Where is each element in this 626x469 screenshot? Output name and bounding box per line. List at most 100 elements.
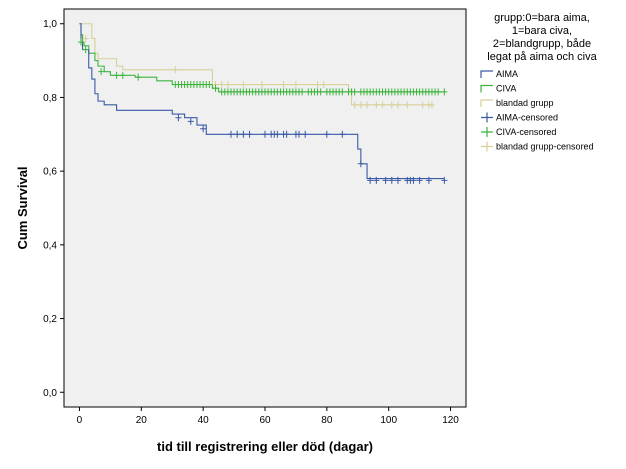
legend-item: CIVA bbox=[480, 84, 516, 94]
censored-marker-blandad-grupp bbox=[280, 81, 287, 89]
x-tick-label: 20 bbox=[136, 415, 148, 426]
legend-swatch-plus bbox=[481, 141, 493, 152]
legend-item: CIVA-censored bbox=[481, 127, 556, 137]
censored-marker-aima bbox=[200, 125, 207, 133]
y-tick-label: 0,8 bbox=[43, 93, 57, 104]
y-tick-label: 0,0 bbox=[43, 388, 57, 399]
series-line-blandad-grupp bbox=[79, 23, 432, 106]
legend-title-line-2: 1=bara civa, bbox=[512, 25, 572, 37]
legend-title-line-4: legat på aima och civa bbox=[487, 51, 597, 63]
censored-marker-aima bbox=[274, 130, 281, 138]
censored-marker-aima bbox=[373, 176, 380, 184]
legend-swatch-line bbox=[480, 99, 493, 107]
censored-marker-aima bbox=[262, 130, 268, 138]
censored-marker-aima bbox=[187, 117, 194, 125]
censored-marker-aima bbox=[175, 114, 182, 122]
x-tick-label: 100 bbox=[380, 415, 397, 426]
legend-swatch-plus bbox=[481, 127, 493, 137]
censored-marker-blandad-grupp bbox=[419, 101, 426, 109]
censored-marker-aima bbox=[283, 130, 290, 138]
censored-marker-blandad-grupp bbox=[379, 101, 386, 109]
legend-item: AIMA bbox=[480, 69, 518, 79]
y-tick-label: 0,4 bbox=[43, 240, 57, 251]
y-axis-title: Cum Survival bbox=[15, 166, 30, 249]
x-tick-label: 120 bbox=[442, 415, 459, 426]
legend-item: AIMA-censored bbox=[481, 112, 558, 123]
legend-items: AIMA CIVA blandad grupp AIMA-censored CIVA-c… bbox=[480, 69, 594, 152]
censored-marker-aima bbox=[234, 130, 241, 138]
x-tick-label: 60 bbox=[259, 415, 271, 426]
censored-marker-civa bbox=[317, 88, 324, 96]
legend-item: blandad grupp-censored bbox=[481, 141, 594, 152]
censored-marker-blandad-grupp bbox=[404, 101, 411, 109]
legend-swatch-plus bbox=[481, 112, 493, 123]
y-axis: 0,0 0,2 0,4 0,6 0,8 1,0 bbox=[43, 19, 64, 399]
y-tick-label: 0,6 bbox=[43, 167, 57, 178]
censored-marker-aima bbox=[425, 176, 432, 184]
legend-label: AIMA bbox=[496, 69, 518, 79]
censored-marker-blandad-grupp bbox=[428, 101, 435, 109]
censored-marker-civa bbox=[113, 71, 120, 79]
censored-marker-aima bbox=[339, 130, 346, 138]
y-tick-label: 0,2 bbox=[43, 314, 57, 325]
censored-marker-blandad-grupp bbox=[224, 81, 231, 89]
censored-marker-aima bbox=[357, 160, 364, 168]
censored-marker-civa bbox=[119, 71, 126, 79]
censored-marker-blandad-grupp bbox=[364, 101, 371, 109]
censored-marker-aima bbox=[240, 130, 247, 138]
censored-marker-blandad-grupp bbox=[357, 101, 364, 109]
legend-title-line-1: grupp:0=bara aima, bbox=[494, 12, 590, 24]
censored-marker-blandad-grupp bbox=[258, 81, 265, 89]
censored-marker-civa bbox=[351, 88, 358, 96]
censored-marker-civa bbox=[135, 73, 142, 81]
censored-marker-blandad-grupp bbox=[394, 101, 401, 109]
plot-area bbox=[63, 8, 467, 408]
x-tick-label: 0 bbox=[77, 415, 83, 426]
legend-label: AIMA-censored bbox=[496, 113, 558, 123]
y-tick-label: 1,0 bbox=[43, 19, 57, 30]
censored-marker-blandad-grupp bbox=[320, 81, 327, 89]
legend-label: CIVA-censored bbox=[496, 127, 556, 137]
censored-marker-blandad-grupp bbox=[240, 81, 247, 89]
censored-marker-aima bbox=[388, 176, 395, 184]
censored-marker-blandad-grupp bbox=[218, 81, 225, 89]
censored-marker-civa bbox=[441, 88, 448, 96]
censored-markers-layer bbox=[78, 34, 448, 184]
censored-marker-aima bbox=[441, 176, 448, 184]
censored-marker-aima bbox=[410, 176, 417, 184]
x-axis-title: tid till registrering eller död (dagar) bbox=[157, 439, 373, 454]
legend: grupp:0=bara aima, 1=bara civa, 2=blandg… bbox=[480, 12, 598, 152]
censored-marker-aima bbox=[302, 130, 309, 138]
censored-marker-aima bbox=[367, 176, 374, 184]
legend-swatch-line bbox=[480, 70, 493, 78]
legend-label: CIVA bbox=[496, 84, 516, 94]
censored-marker-civa bbox=[98, 68, 105, 76]
censored-marker-blandad-grupp bbox=[82, 34, 89, 42]
censored-marker-aima bbox=[323, 130, 330, 138]
censored-marker-civa bbox=[212, 84, 219, 92]
censored-marker-blandad-grupp bbox=[388, 101, 395, 109]
legend-label: blandad grupp bbox=[496, 98, 554, 108]
censored-marker-blandad-grupp bbox=[314, 81, 321, 89]
censored-marker-aima bbox=[296, 130, 303, 138]
censored-marker-aima bbox=[227, 130, 234, 138]
censored-marker-civa bbox=[299, 88, 306, 96]
censored-marker-civa bbox=[435, 88, 442, 96]
x-tick-label: 80 bbox=[321, 415, 333, 426]
censored-marker-aima bbox=[246, 130, 253, 138]
censored-marker-aima bbox=[382, 176, 389, 184]
legend-title-line-3: 2=blandgrupp, både bbox=[493, 38, 591, 50]
censored-marker-blandad-grupp bbox=[373, 101, 380, 109]
x-tick-label: 40 bbox=[198, 415, 210, 426]
censored-marker-aima bbox=[416, 176, 423, 184]
censored-marker-blandad-grupp bbox=[172, 66, 179, 74]
censored-marker-blandad-grupp bbox=[292, 81, 299, 89]
series-line-aima bbox=[79, 23, 445, 180]
x-axis: 0 20 40 60 80 100 120 bbox=[77, 407, 459, 426]
censored-marker-aima bbox=[394, 176, 401, 184]
censored-marker-civa bbox=[339, 88, 346, 96]
legend-item: blandad grupp bbox=[480, 98, 554, 108]
legend-label: blandad grupp-censored bbox=[496, 142, 594, 152]
censored-marker-civa bbox=[82, 46, 89, 54]
